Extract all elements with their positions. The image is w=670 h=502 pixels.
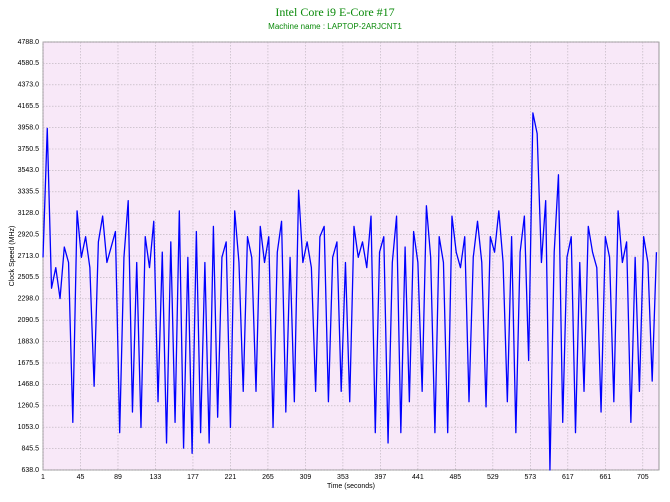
y-tick-label: 2298.0 (18, 296, 40, 303)
y-tick-label: 1468.0 (18, 381, 40, 388)
y-tick-label: 1675.5 (18, 360, 40, 367)
x-tick-label: 221 (225, 474, 237, 481)
x-tick-label: 617 (562, 474, 574, 481)
y-tick-label: 3335.5 (18, 189, 40, 196)
x-tick-label: 397 (375, 474, 387, 481)
x-tick-label: 353 (337, 474, 349, 481)
y-tick-label: 4788.0 (18, 39, 40, 46)
y-tick-label: 2090.5 (18, 317, 40, 324)
chart-title: Intel Core i9 E-Core #17 (275, 5, 394, 19)
x-tick-label: 265 (262, 474, 274, 481)
x-tick-label: 529 (487, 474, 499, 481)
y-tick-label: 1053.0 (18, 424, 40, 431)
x-tick-label: 661 (599, 474, 611, 481)
x-axis-label: Time (seconds) (327, 483, 375, 490)
y-tick-label: 1883.0 (18, 338, 40, 345)
x-tick-label: 485 (450, 474, 462, 481)
y-tick-label: 4165.5 (18, 103, 40, 110)
y-tick-label: 3128.0 (18, 210, 40, 217)
y-axis-label: Clock Speed (MHz) (9, 226, 16, 287)
y-tick-label: 2505.5 (18, 274, 40, 281)
y-tick-label: 638.0 (21, 467, 39, 474)
y-tick-label: 2713.0 (18, 253, 40, 260)
y-tick-label: 1260.5 (18, 403, 40, 410)
x-tick-label: 309 (300, 474, 312, 481)
x-tick-label: 441 (412, 474, 424, 481)
x-tick-label: 573 (525, 474, 537, 481)
chart-subtitle: Machine name : LAPTOP-2ARJCNT1 (268, 22, 402, 31)
y-tick-label: 4373.0 (18, 82, 40, 89)
y-tick-label: 2920.5 (18, 231, 40, 238)
y-tick-label: 3958.0 (18, 124, 40, 131)
x-tick-label: 133 (150, 474, 162, 481)
y-tick-label: 845.5 (21, 445, 39, 452)
x-tick-label: 177 (187, 474, 199, 481)
y-tick-label: 3750.5 (18, 146, 40, 153)
y-tick-label: 4580.5 (18, 60, 40, 67)
data-line (42, 112, 658, 471)
x-tick-label: 89 (114, 474, 122, 481)
x-tick-label: 705 (637, 474, 649, 481)
y-tick-label: 3543.0 (18, 167, 40, 174)
x-tick-label: 1 (41, 474, 45, 481)
x-tick-label: 45 (77, 474, 85, 481)
